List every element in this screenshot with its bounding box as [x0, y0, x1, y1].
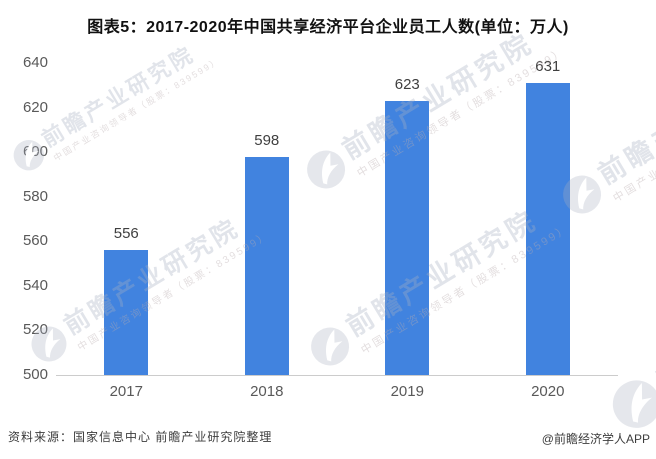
bar-value-label: 556: [113, 225, 139, 243]
y-axis-tick-label: 640: [22, 54, 48, 71]
x-axis-label: 2018: [250, 383, 284, 400]
credit-text: @前瞻经济学人APP: [541, 432, 650, 446]
y-axis-tick-label: 560: [22, 232, 48, 250]
x-axis-line: [56, 375, 618, 376]
x-axis-label: 2020: [531, 383, 565, 400]
y-axis-tick-label: 500: [22, 366, 48, 383]
x-axis-label: 2019: [390, 383, 424, 400]
bar-value-label: 598: [254, 131, 280, 149]
y-axis-tick-label: 600: [22, 143, 48, 161]
y-axis-tick-label: 540: [22, 276, 48, 294]
bar-value-label: 623: [394, 75, 420, 93]
source-text: 资料来源：国家信息中心 前瞻产业研究院整理: [8, 430, 273, 444]
bar: [385, 100, 430, 375]
chart-title: 图表5：2017-2020年中国共享经济平台企业员工人数(单位：万人): [87, 19, 569, 36]
bar: [244, 156, 289, 375]
y-axis-tick-label: 520: [22, 321, 48, 339]
bar: [104, 250, 149, 375]
bar-value-label: 631: [535, 58, 561, 76]
x-axis-label: 2017: [109, 383, 143, 400]
y-axis-tick-label: 580: [22, 187, 48, 205]
y-axis-tick-label: 620: [22, 98, 48, 116]
bar: [525, 83, 570, 375]
